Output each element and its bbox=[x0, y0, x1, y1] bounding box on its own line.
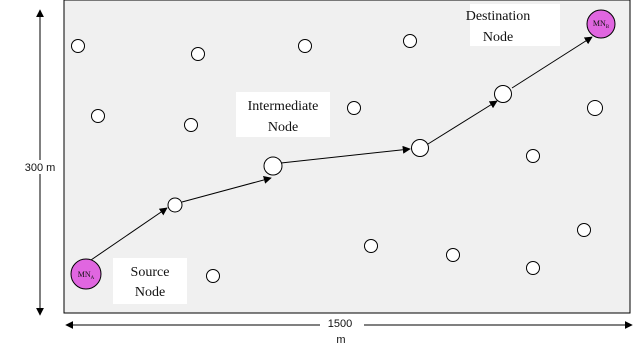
node bbox=[526, 261, 540, 275]
route-node bbox=[167, 197, 183, 213]
svg-text:Source: Source bbox=[131, 265, 170, 280]
node bbox=[364, 239, 378, 253]
destination-node-label: MNB bbox=[593, 19, 610, 30]
route-nodes bbox=[167, 85, 512, 213]
node bbox=[71, 39, 85, 53]
node bbox=[206, 269, 220, 283]
route-node bbox=[411, 139, 429, 157]
height-label: 300 m bbox=[25, 162, 56, 174]
route-node bbox=[494, 85, 512, 103]
route-hop-1 bbox=[90, 207, 168, 261]
route-hop-2 bbox=[181, 176, 272, 203]
source-label-box: Source Node bbox=[113, 258, 187, 304]
destination-node: MNB bbox=[586, 9, 616, 39]
width-dimension: 1500 m bbox=[65, 318, 633, 346]
svg-text:Node: Node bbox=[135, 285, 165, 300]
svg-text:Node: Node bbox=[483, 30, 513, 45]
destination-label-box: Destination Node bbox=[466, 4, 560, 46]
svg-text:Intermediate: Intermediate bbox=[248, 99, 319, 114]
node bbox=[526, 149, 540, 163]
route-hop-4 bbox=[427, 100, 498, 145]
mobile-nodes bbox=[71, 34, 603, 283]
node bbox=[403, 34, 417, 48]
source-node-label: MNA bbox=[78, 270, 95, 281]
node bbox=[184, 118, 198, 132]
svg-text:Destination: Destination bbox=[466, 9, 531, 24]
route-hop-3 bbox=[280, 145, 411, 164]
intermediate-node bbox=[263, 156, 283, 176]
height-dimension: 300 m bbox=[18, 9, 62, 316]
route-path bbox=[90, 36, 593, 261]
node bbox=[587, 100, 603, 116]
node bbox=[347, 101, 361, 115]
node bbox=[298, 39, 312, 53]
node bbox=[446, 248, 460, 262]
intermediate-label-box: Intermediate Node bbox=[236, 92, 330, 137]
route-hop-5 bbox=[511, 36, 593, 89]
node bbox=[91, 109, 105, 123]
width-label: 1500 bbox=[328, 318, 352, 330]
source-node: MNA bbox=[70, 258, 102, 290]
node bbox=[191, 47, 205, 61]
node bbox=[577, 223, 591, 237]
width-unit: m bbox=[336, 334, 345, 346]
svg-text:Node: Node bbox=[268, 120, 298, 135]
